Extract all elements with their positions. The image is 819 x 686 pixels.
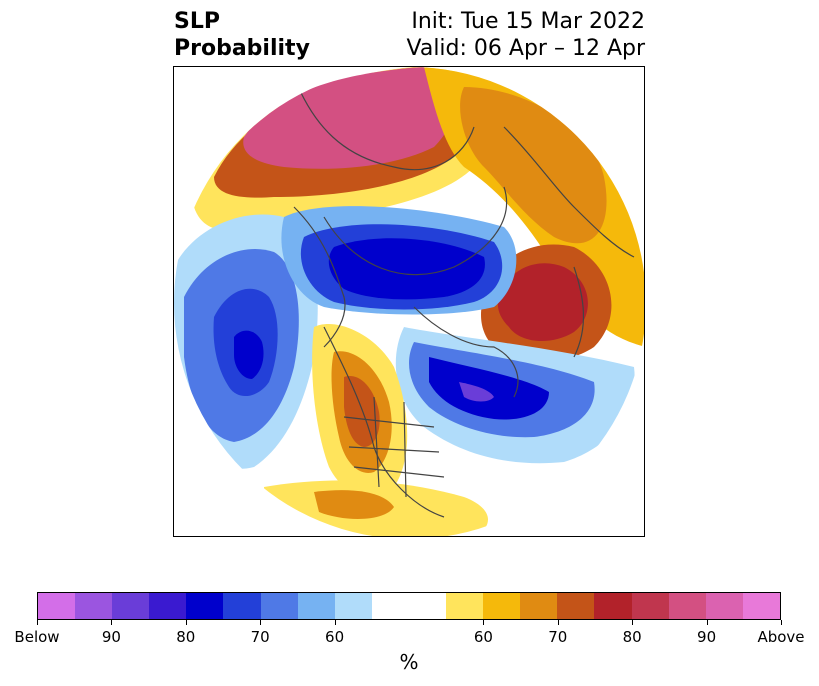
colorbar-swatch — [223, 593, 261, 619]
colorbar-unit: % — [399, 650, 419, 674]
anomaly-atlantic-core — [429, 357, 549, 420]
colorbar-tick-label: 70 — [250, 628, 270, 646]
title-left: SLP Probability — [174, 8, 310, 62]
colorbar-swatch — [668, 593, 706, 619]
colorbar-tick-mark — [706, 620, 708, 625]
colorbar-tick-label: 90 — [101, 628, 121, 646]
anomaly-wna-core — [344, 376, 380, 447]
colorbar-swatch — [75, 593, 113, 619]
anomaly-arctic-core — [328, 238, 485, 300]
colorbar-tick-label: 60 — [325, 628, 345, 646]
colorbar-swatch — [742, 593, 780, 619]
colorbar-tick-label: 70 — [548, 628, 568, 646]
metric-label: Probability — [174, 36, 310, 61]
anomaly-pacific-center — [234, 330, 264, 379]
colorbar-tick-mark — [483, 620, 485, 625]
colorbar-tick-label: Below — [14, 628, 60, 646]
probability-map — [173, 66, 645, 537]
colorbar-swatch — [483, 593, 521, 619]
coastlines — [293, 76, 635, 518]
colorbar-tick-label: 60 — [473, 628, 493, 646]
colorbar-swatch — [557, 593, 595, 619]
colorbar-tick-mark — [185, 620, 187, 625]
colorbar-swatch — [38, 593, 76, 619]
colorbar-tick-mark — [557, 620, 559, 625]
colorbar-swatch — [186, 593, 224, 619]
variable-label: SLP — [174, 9, 220, 34]
anomaly-ne-core — [497, 263, 588, 342]
map-canvas — [174, 67, 644, 536]
colorbar-swatch — [112, 593, 150, 619]
colorbar-tick-mark — [111, 620, 113, 625]
anomaly-europe-core — [243, 67, 454, 169]
colorbar-tick-mark — [632, 620, 634, 625]
colorbar-tick-label: 80 — [176, 628, 196, 646]
colorbar-swatch — [446, 593, 484, 619]
colorbar-tick-label: 80 — [622, 628, 642, 646]
title-right: Init: Tue 15 Mar 2022 Valid: 06 Apr – 12… — [407, 8, 646, 62]
anomaly-se-us-core — [314, 490, 394, 519]
colorbar-swatch — [371, 593, 409, 619]
init-date: Init: Tue 15 Mar 2022 — [411, 9, 645, 34]
colorbar-tick-mark — [781, 620, 782, 625]
colorbar-swatch — [408, 593, 447, 619]
valid-range: Valid: 06 Apr – 12 Apr — [406, 36, 646, 61]
colorbar-tick-label: 90 — [697, 628, 717, 646]
colorbar-tick-label: Above — [757, 628, 805, 646]
colorbar-tick-mark — [334, 620, 336, 625]
colorbar-swatch — [705, 593, 743, 619]
colorbar-swatch — [334, 593, 372, 619]
colorbar-tick-mark — [37, 620, 38, 625]
colorbar-swatch — [149, 593, 187, 619]
colorbar-swatch — [520, 593, 558, 619]
colorbar-tick-mark — [260, 620, 262, 625]
colorbar-swatch — [594, 593, 632, 619]
colorbar-swatch — [297, 593, 335, 619]
colorbar — [37, 592, 781, 620]
colorbar-swatch — [260, 593, 298, 619]
anomaly-atlantic-center — [459, 382, 494, 402]
colorbar-swatch — [631, 593, 669, 619]
